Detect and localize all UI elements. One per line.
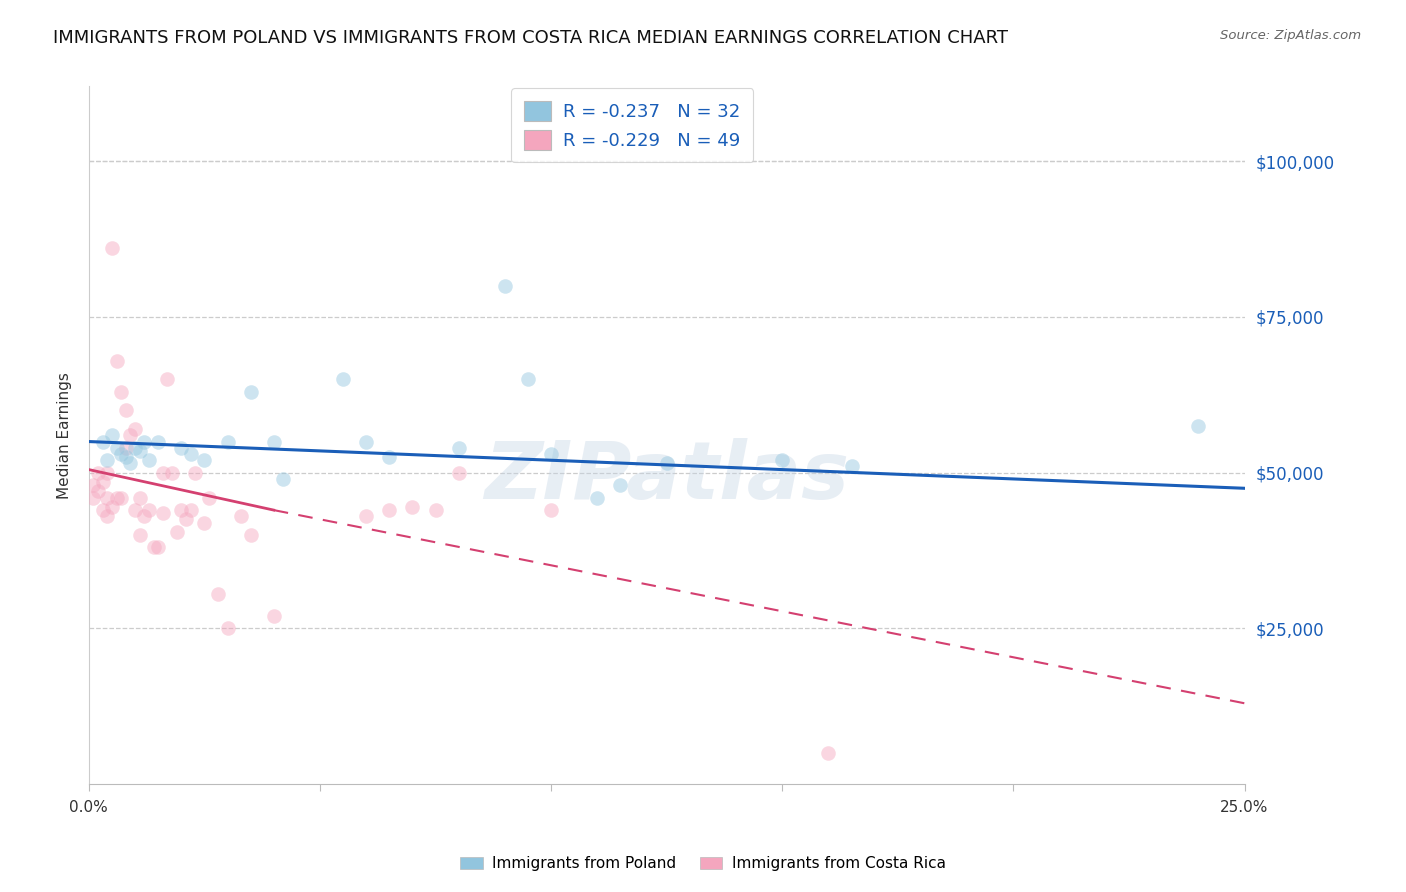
Point bbox=[401, 500, 423, 514]
Point bbox=[447, 466, 470, 480]
Point bbox=[128, 491, 150, 505]
Point bbox=[124, 441, 146, 455]
Point bbox=[231, 509, 253, 524]
Point bbox=[138, 503, 160, 517]
Point bbox=[494, 278, 516, 293]
Point bbox=[87, 466, 110, 480]
Point bbox=[96, 509, 118, 524]
Point bbox=[160, 466, 183, 480]
Point bbox=[770, 453, 793, 467]
Point bbox=[174, 512, 197, 526]
Point bbox=[540, 503, 562, 517]
Point bbox=[128, 443, 150, 458]
Point bbox=[110, 384, 132, 399]
Point bbox=[263, 434, 285, 449]
Point bbox=[271, 472, 294, 486]
Point bbox=[263, 609, 285, 624]
Point bbox=[354, 509, 377, 524]
Point bbox=[114, 441, 136, 455]
Point bbox=[156, 372, 179, 386]
Point bbox=[332, 372, 354, 386]
Point bbox=[120, 456, 142, 470]
Point bbox=[1187, 419, 1209, 434]
Point bbox=[82, 491, 104, 505]
Point bbox=[101, 500, 124, 514]
Point bbox=[540, 447, 562, 461]
Point bbox=[180, 503, 202, 517]
Point bbox=[217, 622, 239, 636]
Text: ZIPatlas: ZIPatlas bbox=[484, 438, 849, 516]
Point bbox=[378, 503, 401, 517]
Point bbox=[841, 459, 863, 474]
Point bbox=[586, 491, 609, 505]
Point bbox=[114, 450, 136, 464]
Point bbox=[82, 478, 104, 492]
Point bbox=[378, 450, 401, 464]
Legend: R = -0.237   N = 32, R = -0.229   N = 49: R = -0.237 N = 32, R = -0.229 N = 49 bbox=[510, 88, 754, 162]
Point bbox=[152, 506, 174, 520]
Point bbox=[105, 491, 128, 505]
Text: IMMIGRANTS FROM POLAND VS IMMIGRANTS FROM COSTA RICA MEDIAN EARNINGS CORRELATION: IMMIGRANTS FROM POLAND VS IMMIGRANTS FRO… bbox=[53, 29, 1008, 46]
Point bbox=[170, 503, 193, 517]
Legend: Immigrants from Poland, Immigrants from Costa Rica: Immigrants from Poland, Immigrants from … bbox=[454, 850, 952, 877]
Point bbox=[193, 516, 215, 530]
Point bbox=[110, 447, 132, 461]
Point bbox=[148, 434, 170, 449]
Point bbox=[105, 441, 128, 455]
Point bbox=[96, 453, 118, 467]
Point bbox=[198, 491, 221, 505]
Point bbox=[655, 456, 678, 470]
Point bbox=[124, 422, 146, 436]
Point bbox=[142, 541, 165, 555]
Point bbox=[817, 746, 839, 760]
Point bbox=[138, 453, 160, 467]
Point bbox=[447, 441, 470, 455]
Point bbox=[91, 503, 114, 517]
Point bbox=[193, 453, 215, 467]
Point bbox=[105, 353, 128, 368]
Point bbox=[101, 241, 124, 255]
Point bbox=[239, 528, 262, 542]
Point bbox=[96, 491, 118, 505]
Point bbox=[114, 403, 136, 417]
Point bbox=[239, 384, 262, 399]
Point bbox=[134, 434, 156, 449]
Point bbox=[354, 434, 377, 449]
Point bbox=[87, 484, 110, 499]
Point bbox=[184, 466, 207, 480]
Point bbox=[217, 434, 239, 449]
Point bbox=[134, 509, 156, 524]
Point bbox=[110, 491, 132, 505]
Point bbox=[207, 587, 229, 601]
Point bbox=[120, 428, 142, 442]
Point bbox=[609, 478, 631, 492]
Point bbox=[124, 503, 146, 517]
Point bbox=[425, 503, 447, 517]
Point bbox=[96, 466, 118, 480]
Text: Source: ZipAtlas.com: Source: ZipAtlas.com bbox=[1220, 29, 1361, 42]
Point bbox=[152, 466, 174, 480]
Point bbox=[170, 441, 193, 455]
Y-axis label: Median Earnings: Median Earnings bbox=[58, 372, 72, 499]
Point bbox=[180, 447, 202, 461]
Point bbox=[517, 372, 540, 386]
Point bbox=[101, 428, 124, 442]
Point bbox=[91, 434, 114, 449]
Point bbox=[148, 541, 170, 555]
Point bbox=[91, 475, 114, 489]
Point bbox=[128, 528, 150, 542]
Point bbox=[166, 524, 188, 539]
